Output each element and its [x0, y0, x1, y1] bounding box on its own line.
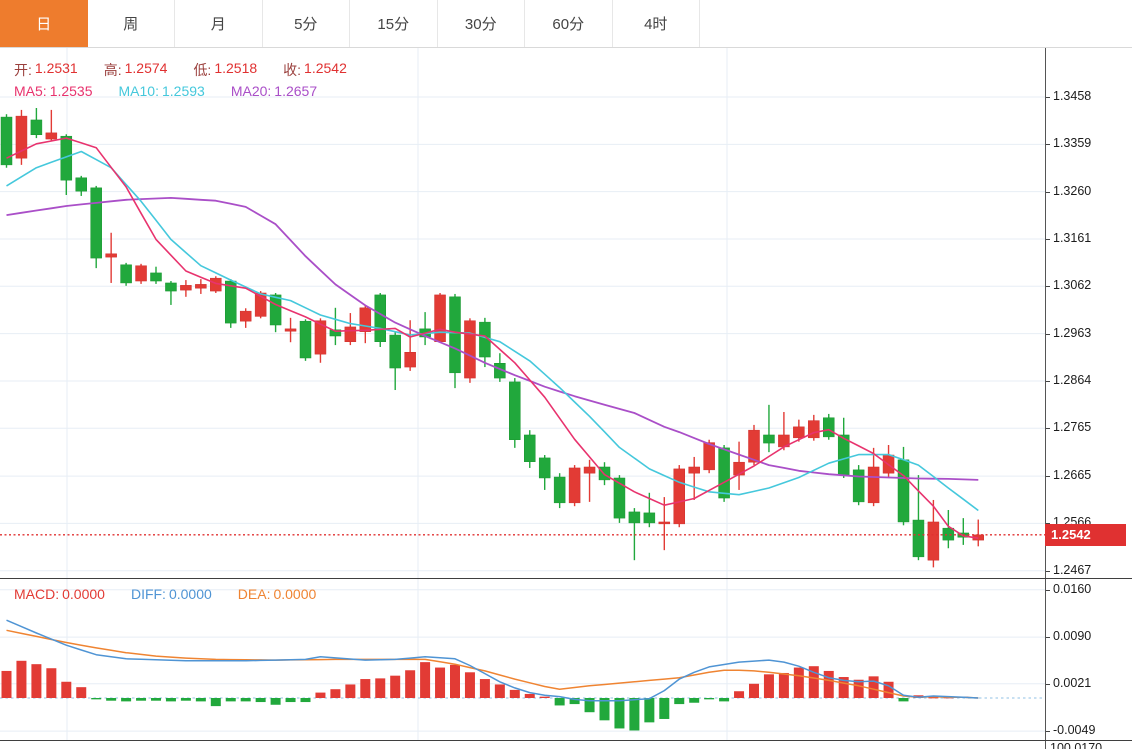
low-label: 低: [193, 62, 212, 78]
ma20-value: 1.2657 [274, 83, 318, 99]
macd-axis-label: -0.0049 [1053, 723, 1096, 738]
diff-value: 0.0000 [168, 586, 212, 602]
macd-axis-label-tick [1045, 637, 1050, 639]
price-axis-label-tick [1045, 286, 1050, 288]
ma5-label: MA5: [14, 83, 47, 99]
high-label: 高: [103, 62, 122, 78]
tab-day[interactable]: 日 [0, 0, 88, 47]
ohlc-legend: 开: 1.2531 高: 1.2574 低: 1.2518 收: 1.2542 [14, 60, 373, 80]
period-tabbar: 日 周 月 5分 15分 30分 60分 4时 [0, 0, 1132, 48]
price-axis-label: 1.2765 [1053, 420, 1092, 435]
tab-15min[interactable]: 15分 [350, 0, 438, 47]
price-axis-label: 1.2467 [1053, 562, 1092, 577]
macd-panel-canvas[interactable] [0, 578, 1045, 740]
macd-axis-label-tick [1045, 589, 1050, 591]
macd-panel-divider [0, 578, 1132, 579]
price-axis-label-tick [1045, 570, 1050, 572]
price-axis-label: 1.2665 [1053, 468, 1092, 483]
low-value: 1.2518 [214, 60, 258, 76]
price-axis-label-tick [1045, 144, 1050, 146]
tab-30min[interactable]: 30分 [437, 0, 525, 47]
open-value: 1.2531 [34, 60, 78, 76]
price-axis-label-tick [1045, 191, 1050, 193]
tab-4hour[interactable]: 4时 [612, 0, 700, 47]
price-axis-label-tick [1045, 238, 1050, 240]
price-axis-label: 1.2963 [1053, 325, 1092, 340]
tab-5min[interactable]: 5分 [262, 0, 350, 47]
price-axis-label: 1.3161 [1053, 230, 1092, 245]
price-axis-label: 1.3359 [1053, 136, 1092, 151]
macd-label: MACD: [14, 586, 60, 602]
price-axis-label-tick [1045, 476, 1050, 478]
bottom-panel-divider [0, 740, 1132, 741]
price-axis-label-tick [1045, 333, 1050, 335]
axis-border-line [1045, 48, 1046, 749]
ma20-label: MA20: [230, 83, 272, 99]
price-axis-label: 1.3260 [1053, 183, 1092, 198]
macd-axis-label: 0.0090 [1053, 629, 1092, 644]
macd-axis-label: 0.0021 [1053, 675, 1092, 690]
macd-axis-label-tick [1045, 731, 1050, 733]
high-value: 1.2574 [124, 60, 168, 76]
ma10-value: 1.2593 [161, 83, 205, 99]
diff-label: DIFF: [130, 586, 166, 602]
bottom-panel-partial-label: 100.0170 [1050, 741, 1103, 749]
dea-value: 0.0000 [273, 586, 317, 602]
macd-legend: MACD: 0.0000 DIFF: 0.0000 DEA: 0.0000 [14, 586, 342, 602]
ma10-label: MA10: [118, 83, 159, 99]
dea-label: DEA: [237, 586, 271, 602]
ma-legend: MA5: 1.2535 MA10: 1.2593 MA20: 1.2657 [14, 83, 343, 99]
tab-month[interactable]: 月 [175, 0, 263, 47]
macd-value: 0.0000 [62, 586, 105, 602]
close-label: 收: [283, 62, 302, 78]
macd-axis-label: 0.0160 [1053, 581, 1092, 596]
price-axis-label-tick [1045, 380, 1050, 382]
ma5-value: 1.2535 [49, 83, 93, 99]
open-label: 开: [14, 62, 32, 78]
current-price-badge: 1.2542 [1045, 523, 1126, 546]
close-value: 1.2542 [304, 60, 347, 76]
price-axis-label: 1.3458 [1053, 89, 1092, 103]
price-axis-label: 1.3062 [1053, 278, 1092, 293]
tab-week[interactable]: 周 [87, 0, 175, 47]
price-axis-label-tick [1045, 428, 1050, 430]
tab-60min[interactable]: 60分 [525, 0, 613, 47]
macd-axis-label-tick [1045, 683, 1050, 685]
price-axis-label: 1.2864 [1053, 372, 1092, 387]
price-axis-label-tick [1045, 97, 1050, 98]
candlestick-chart-canvas[interactable] [0, 48, 1045, 578]
